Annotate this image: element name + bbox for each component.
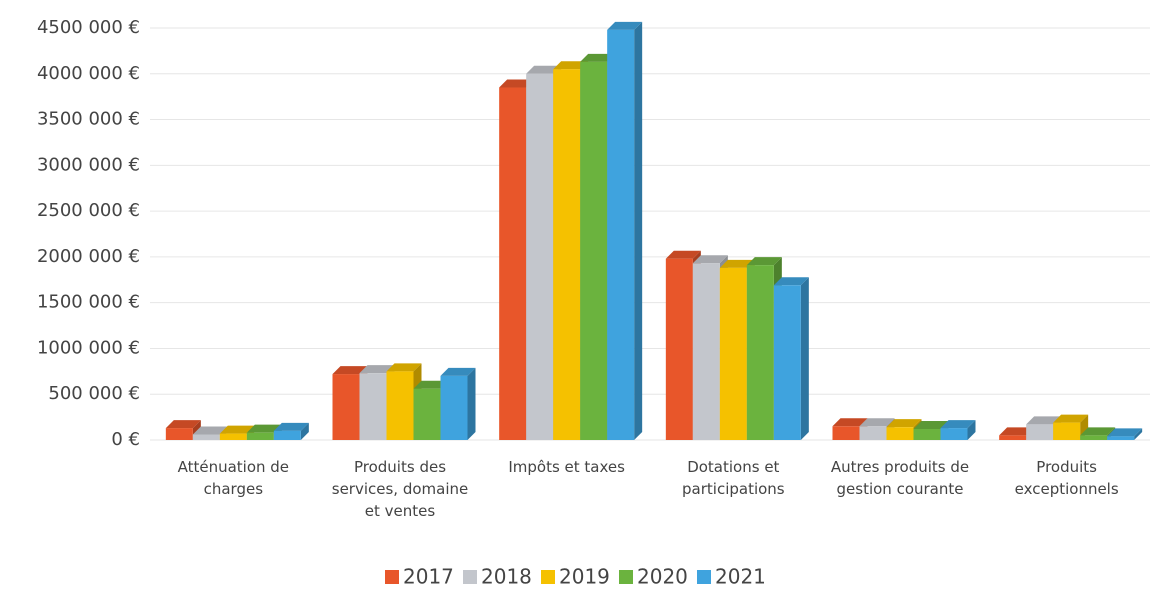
bar-top bbox=[332, 366, 368, 375]
bar bbox=[165, 428, 193, 440]
bar bbox=[999, 435, 1027, 440]
bar bbox=[746, 265, 774, 440]
bar-top bbox=[886, 419, 922, 428]
bar bbox=[413, 388, 441, 440]
y-tick-label: 0 € bbox=[111, 429, 140, 450]
y-tick-label: 2500 000 € bbox=[37, 200, 140, 221]
y-tick-label: 3500 000 € bbox=[37, 109, 140, 130]
bar-top bbox=[607, 21, 643, 30]
bar bbox=[526, 73, 554, 441]
bar-side bbox=[1134, 428, 1143, 440]
bar bbox=[913, 429, 941, 440]
legend-swatch bbox=[463, 570, 477, 584]
bar bbox=[192, 434, 220, 440]
legend-label: 2021 bbox=[715, 565, 766, 589]
bar bbox=[246, 432, 274, 440]
bar-top bbox=[413, 380, 449, 389]
legend-label: 2019 bbox=[559, 565, 610, 589]
bar-top bbox=[165, 420, 201, 429]
bar-top bbox=[359, 365, 395, 374]
bar bbox=[859, 426, 887, 440]
bar-top bbox=[859, 418, 895, 427]
y-tick-label: 2000 000 € bbox=[37, 246, 140, 267]
legend-swatch bbox=[697, 570, 711, 584]
bar bbox=[1080, 435, 1108, 440]
bar bbox=[1107, 436, 1135, 440]
bar-top bbox=[219, 425, 255, 434]
bar-top bbox=[940, 420, 976, 429]
bar-top bbox=[913, 421, 949, 430]
bar bbox=[719, 267, 747, 440]
bar bbox=[886, 427, 914, 440]
bar-top bbox=[719, 259, 755, 268]
bar bbox=[499, 87, 527, 440]
x-tick-label: Autres produits de gestion courante bbox=[830, 458, 970, 498]
bar-side bbox=[634, 21, 643, 440]
bar-top bbox=[773, 277, 809, 286]
bar-side bbox=[800, 277, 809, 440]
bar-top bbox=[1080, 427, 1116, 436]
bar-side bbox=[467, 367, 476, 440]
bar bbox=[665, 258, 693, 440]
bar-top bbox=[246, 424, 282, 433]
bar-top bbox=[192, 426, 228, 435]
bar bbox=[940, 428, 968, 440]
bar-top bbox=[440, 367, 476, 376]
legend-label: 2018 bbox=[481, 565, 532, 589]
y-tick-label: 500 000 € bbox=[48, 383, 140, 404]
y-tick-label: 1500 000 € bbox=[37, 292, 140, 313]
y-tick-label: 4000 000 € bbox=[37, 63, 140, 84]
bar bbox=[1053, 422, 1081, 440]
bar-top bbox=[999, 427, 1035, 436]
bar bbox=[440, 375, 468, 440]
bar-top bbox=[499, 79, 535, 88]
bar bbox=[359, 373, 387, 440]
y-tick-label: 4500 000 € bbox=[37, 17, 140, 38]
bar-side bbox=[300, 422, 309, 440]
bar-side bbox=[967, 420, 976, 440]
bar-top bbox=[1026, 416, 1062, 425]
legend-swatch bbox=[541, 570, 555, 584]
bar bbox=[219, 433, 247, 440]
bar bbox=[553, 69, 581, 440]
x-tick-label: Atténuation de charges bbox=[177, 458, 290, 498]
bar bbox=[1026, 424, 1054, 440]
bar-top bbox=[692, 255, 728, 264]
bar bbox=[580, 61, 608, 441]
bar bbox=[773, 285, 801, 440]
y-tick-label: 1000 000 € bbox=[37, 337, 140, 358]
bar-top bbox=[580, 53, 616, 62]
bar-top bbox=[553, 61, 589, 70]
bar-top bbox=[665, 250, 701, 259]
x-tick-label: Dotations et participations bbox=[682, 458, 785, 498]
bar-top bbox=[1053, 414, 1089, 423]
bar-top bbox=[1107, 428, 1143, 437]
bar-top bbox=[386, 363, 422, 372]
bar bbox=[386, 371, 414, 440]
x-tick-label: Produits exceptionnels bbox=[1014, 458, 1119, 498]
bar bbox=[273, 430, 301, 440]
bar-top bbox=[526, 65, 562, 74]
legend-label: 2020 bbox=[637, 565, 688, 589]
bar bbox=[692, 263, 720, 440]
y-tick-label: 3000 000 € bbox=[37, 154, 140, 175]
x-tick-label: Impôts et taxes bbox=[508, 458, 625, 476]
bar-top bbox=[746, 257, 782, 266]
legend-label: 2017 bbox=[403, 565, 454, 589]
bar bbox=[832, 426, 860, 440]
bar bbox=[332, 374, 360, 440]
bar bbox=[607, 29, 635, 440]
legend-swatch bbox=[619, 570, 633, 584]
legend-swatch bbox=[385, 570, 399, 584]
bar-top bbox=[832, 418, 868, 427]
x-tick-label: Produits des services, domaine et ventes bbox=[331, 458, 469, 520]
bar-top bbox=[273, 422, 309, 431]
